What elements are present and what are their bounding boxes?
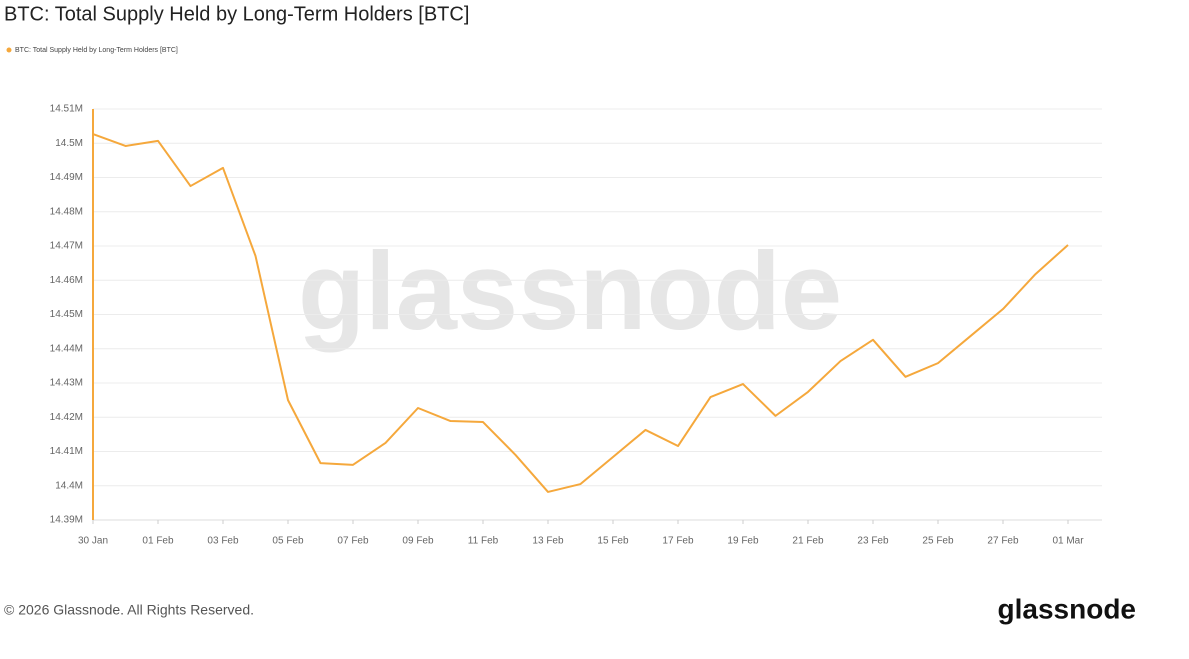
y-tick-label: 14.46M [50, 275, 83, 286]
x-tick-label: 23 Feb [857, 536, 889, 547]
y-tick-label: 14.42M [50, 412, 83, 423]
x-tick-label: 13 Feb [532, 536, 564, 547]
x-tick-label: 07 Feb [337, 536, 369, 547]
x-tick-label: 11 Feb [468, 536, 499, 547]
y-tick-label: 14.49M [50, 172, 83, 183]
copyright: © 2026 Glassnode. All Rights Reserved. [4, 602, 254, 618]
line [92, 133, 1069, 493]
x-tick-label: 03 Feb [207, 536, 239, 547]
y-tick-label: 14.43M [50, 378, 83, 389]
x-tick-label: 09 Feb [402, 536, 434, 547]
x-tick-label: 17 Feb [662, 536, 694, 547]
y-tick-label: 14.44M [50, 343, 83, 354]
x-tick-label: 30 Jan [78, 536, 108, 547]
x-tick-label: 01 Feb [142, 536, 174, 547]
x-tick-label: 19 Feb [727, 536, 759, 547]
y-tick-label: 14.45M [50, 309, 83, 320]
x-tick-label: 27 Feb [987, 536, 1019, 547]
y-tick-label: 14.41M [50, 446, 83, 457]
y-tick-label: 14.4M [55, 480, 83, 491]
y-tick-label: 14.5M [55, 138, 83, 149]
y-tick-label: 14.47M [50, 241, 83, 252]
y-tick-label: 14.51M [50, 104, 83, 115]
watermark: glassnode [298, 230, 842, 353]
y-tick-label: 14.39M [50, 515, 83, 526]
chart-title: BTC: Total Supply Held by Long-Term Hold… [4, 3, 469, 25]
legend-label: BTC: Total Supply Held by Long-Term Hold… [15, 47, 178, 54]
x-tick-label: 15 Feb [597, 536, 629, 547]
x-tick-label: 05 Feb [272, 536, 304, 547]
legend-marker [6, 47, 12, 53]
x-tick-label: 25 Feb [922, 536, 954, 547]
logo: glassnode [998, 593, 1136, 624]
y-tick-label: 14.48M [50, 206, 83, 217]
x-tick-label: 21 Feb [792, 536, 824, 547]
x-tick-label: 01 Mar [1052, 536, 1084, 547]
